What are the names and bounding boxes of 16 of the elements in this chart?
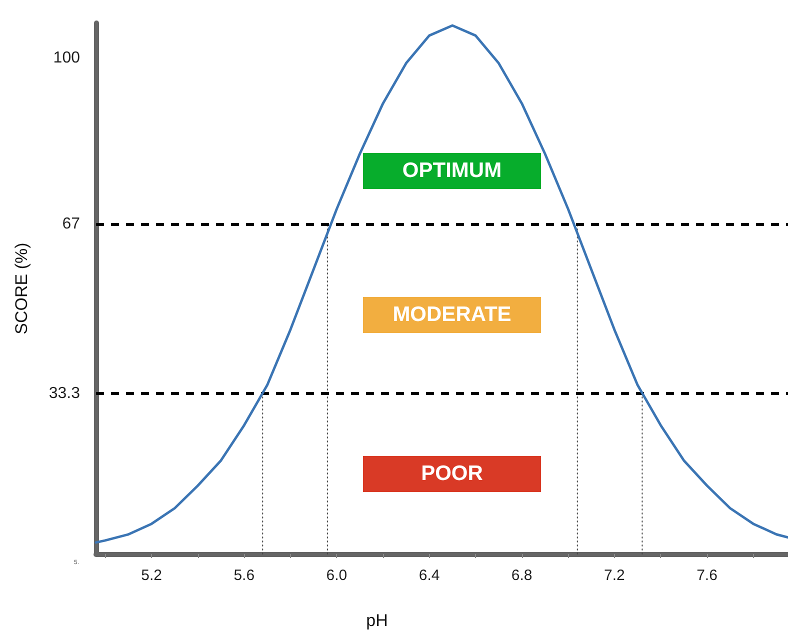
y-tick-label: 100	[53, 50, 80, 67]
y-axis-title: SCORE (%)	[12, 242, 31, 334]
label-box: OPTIMUM	[363, 153, 541, 189]
x-tick-label: 5.2	[141, 567, 162, 584]
x-tick-label: 6.8	[511, 567, 532, 584]
x-tick-label: 6.0	[326, 567, 348, 584]
label-box: MODERATE	[363, 297, 541, 333]
y-tick-label: 33.3	[48, 385, 80, 402]
line-series	[94, 24, 788, 544]
x-tick-label: 7.6	[696, 567, 718, 584]
label-box: POOR	[363, 456, 541, 492]
x-tick-label: 7.2	[604, 567, 625, 584]
x-axis-title: pH	[366, 611, 388, 630]
x-tick-label: 6.4	[418, 567, 440, 584]
y-tick-label: 67	[62, 216, 80, 233]
x-tick-label: 5.6	[234, 567, 255, 584]
